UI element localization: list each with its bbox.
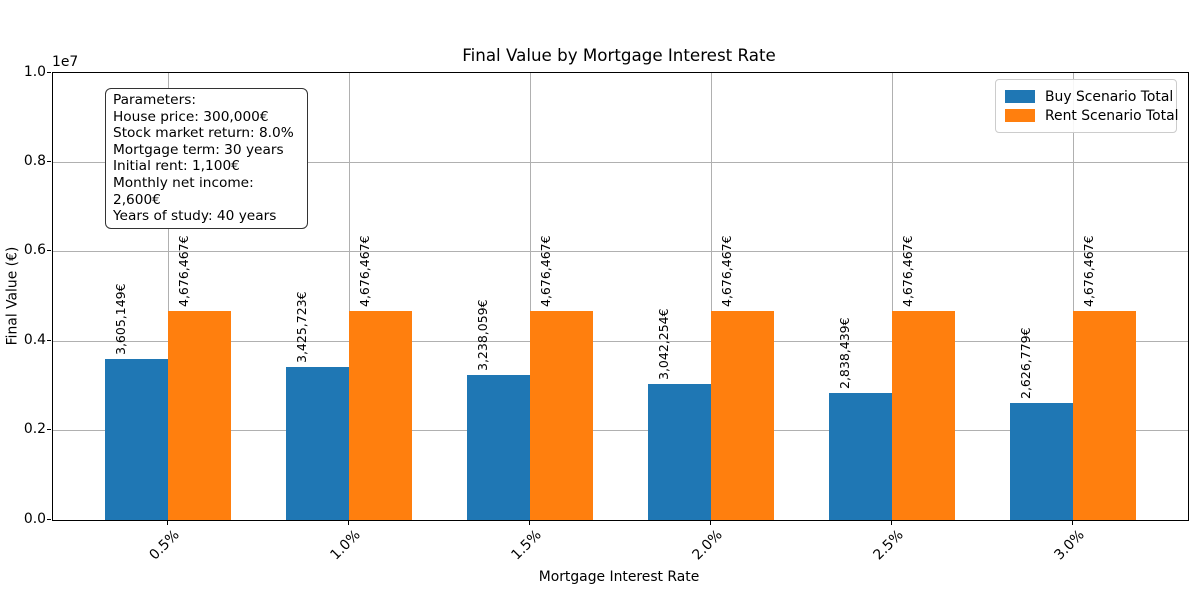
params-line: Stock market return: 8.0%: [113, 125, 294, 142]
params-line: Initial rent: 1,100€: [113, 158, 240, 175]
x-tick-mark: [347, 521, 349, 525]
legend-entry-label: Rent Scenario Total: [1045, 107, 1179, 124]
x-tick-label: 0.5%: [146, 527, 183, 564]
y-tick-label: 0.6: [23, 242, 46, 259]
bar-buy-2.5%: [829, 393, 892, 520]
x-gridline: [529, 73, 531, 520]
y-tick-label: 0.2: [23, 421, 46, 438]
bar-buy-2.0%: [648, 384, 711, 520]
y-tick-label: 1.0: [23, 63, 46, 80]
legend-entry: Buy Scenario Total: [1005, 88, 1173, 105]
x-tick-mark: [709, 521, 711, 525]
x-tick-mark: [166, 521, 168, 525]
bar-buy-0.5%: [105, 358, 168, 520]
bar-value-label: 4,676,467€: [719, 235, 734, 307]
bar-value-label: 4,676,467€: [538, 235, 553, 307]
x-tick-label: 1.5%: [508, 527, 545, 564]
x-tick-label: 3.0%: [1051, 527, 1088, 564]
y-tick-mark: [47, 518, 51, 520]
bar-value-label: 3,238,059€: [475, 299, 490, 372]
x-tick-mark: [1071, 521, 1073, 525]
y-tick-mark: [47, 339, 51, 341]
x-gridline: [710, 73, 712, 520]
bar-rent-1.5%: [530, 310, 593, 520]
y-tick-label: 0.4: [23, 331, 46, 348]
y-gridline: [53, 340, 1188, 342]
y-tick-mark: [47, 71, 51, 73]
y-tick-mark: [47, 429, 51, 431]
params-line: House price: 300,000€: [113, 108, 269, 125]
legend-entry-label: Buy Scenario Total: [1045, 88, 1174, 105]
x-tick-mark: [528, 521, 530, 525]
y-gridline: [53, 251, 1188, 253]
bar-rent-3.0%: [1073, 310, 1136, 520]
chart-title: Final Value by Mortgage Interest Rate: [462, 45, 776, 65]
x-tick-label: 2.0%: [689, 527, 726, 564]
bar-value-label: 3,605,149€: [113, 283, 128, 355]
params-line: Parameters:: [113, 92, 196, 108]
params-line: Years of study: 40 years: [113, 208, 277, 225]
params-line: Mortgage term: 30 years: [113, 141, 284, 158]
x-axis-label: Mortgage Interest Rate: [538, 569, 700, 585]
bar-value-label: 4,676,467€: [1081, 235, 1096, 307]
x-gridline: [167, 73, 169, 520]
x-gridline: [891, 73, 893, 520]
bar-value-label: 2,626,779€: [1018, 327, 1033, 399]
bar-buy-1.5%: [467, 375, 530, 520]
x-tick-label: 1.0%: [327, 527, 364, 564]
bar-value-label: 3,425,723€: [294, 291, 309, 363]
y-axis-label: Final Value (€): [4, 246, 21, 346]
bar-buy-1.0%: [286, 366, 349, 520]
bar-rent-2.5%: [892, 310, 955, 520]
x-gridline: [348, 73, 350, 520]
parameters-annotation-box: Parameters: House price: 300,000€ Stock …: [105, 88, 308, 229]
y-gridline: [53, 430, 1188, 432]
bar-rent-0.5%: [168, 310, 231, 520]
y-gridline: [53, 161, 1188, 163]
y-tick-mark: [47, 250, 51, 252]
legend-entry: Rent Scenario Total: [1005, 107, 1178, 124]
x-tick-mark: [890, 521, 892, 525]
bar-value-label: 4,676,467€: [357, 235, 372, 307]
y-tick-label: 0.8: [23, 152, 46, 169]
bar-buy-3.0%: [1010, 402, 1073, 520]
bar-rent-2.0%: [711, 310, 774, 520]
bar-value-label: 4,676,467€: [900, 235, 915, 307]
bar-rent-1.0%: [349, 310, 412, 520]
y-tick-label: 0.0: [23, 510, 46, 527]
y-axis-offset-text: 1e7: [52, 54, 79, 70]
x-gridline: [1072, 73, 1074, 520]
legend: Buy Scenario Total Rent Scenario Total: [995, 79, 1178, 133]
bar-value-label: 2,838,439€: [837, 317, 852, 390]
bar-value-label: 3,042,254€: [656, 308, 671, 380]
plot-area: [52, 72, 1189, 521]
legend-swatch: [1005, 109, 1035, 122]
bar-value-label: 4,676,467€: [176, 235, 191, 307]
params-line: Monthly net income: 2,600€: [113, 174, 254, 208]
y-tick-mark: [47, 160, 51, 162]
x-tick-label: 2.5%: [870, 527, 907, 564]
legend-swatch: [1005, 90, 1035, 103]
